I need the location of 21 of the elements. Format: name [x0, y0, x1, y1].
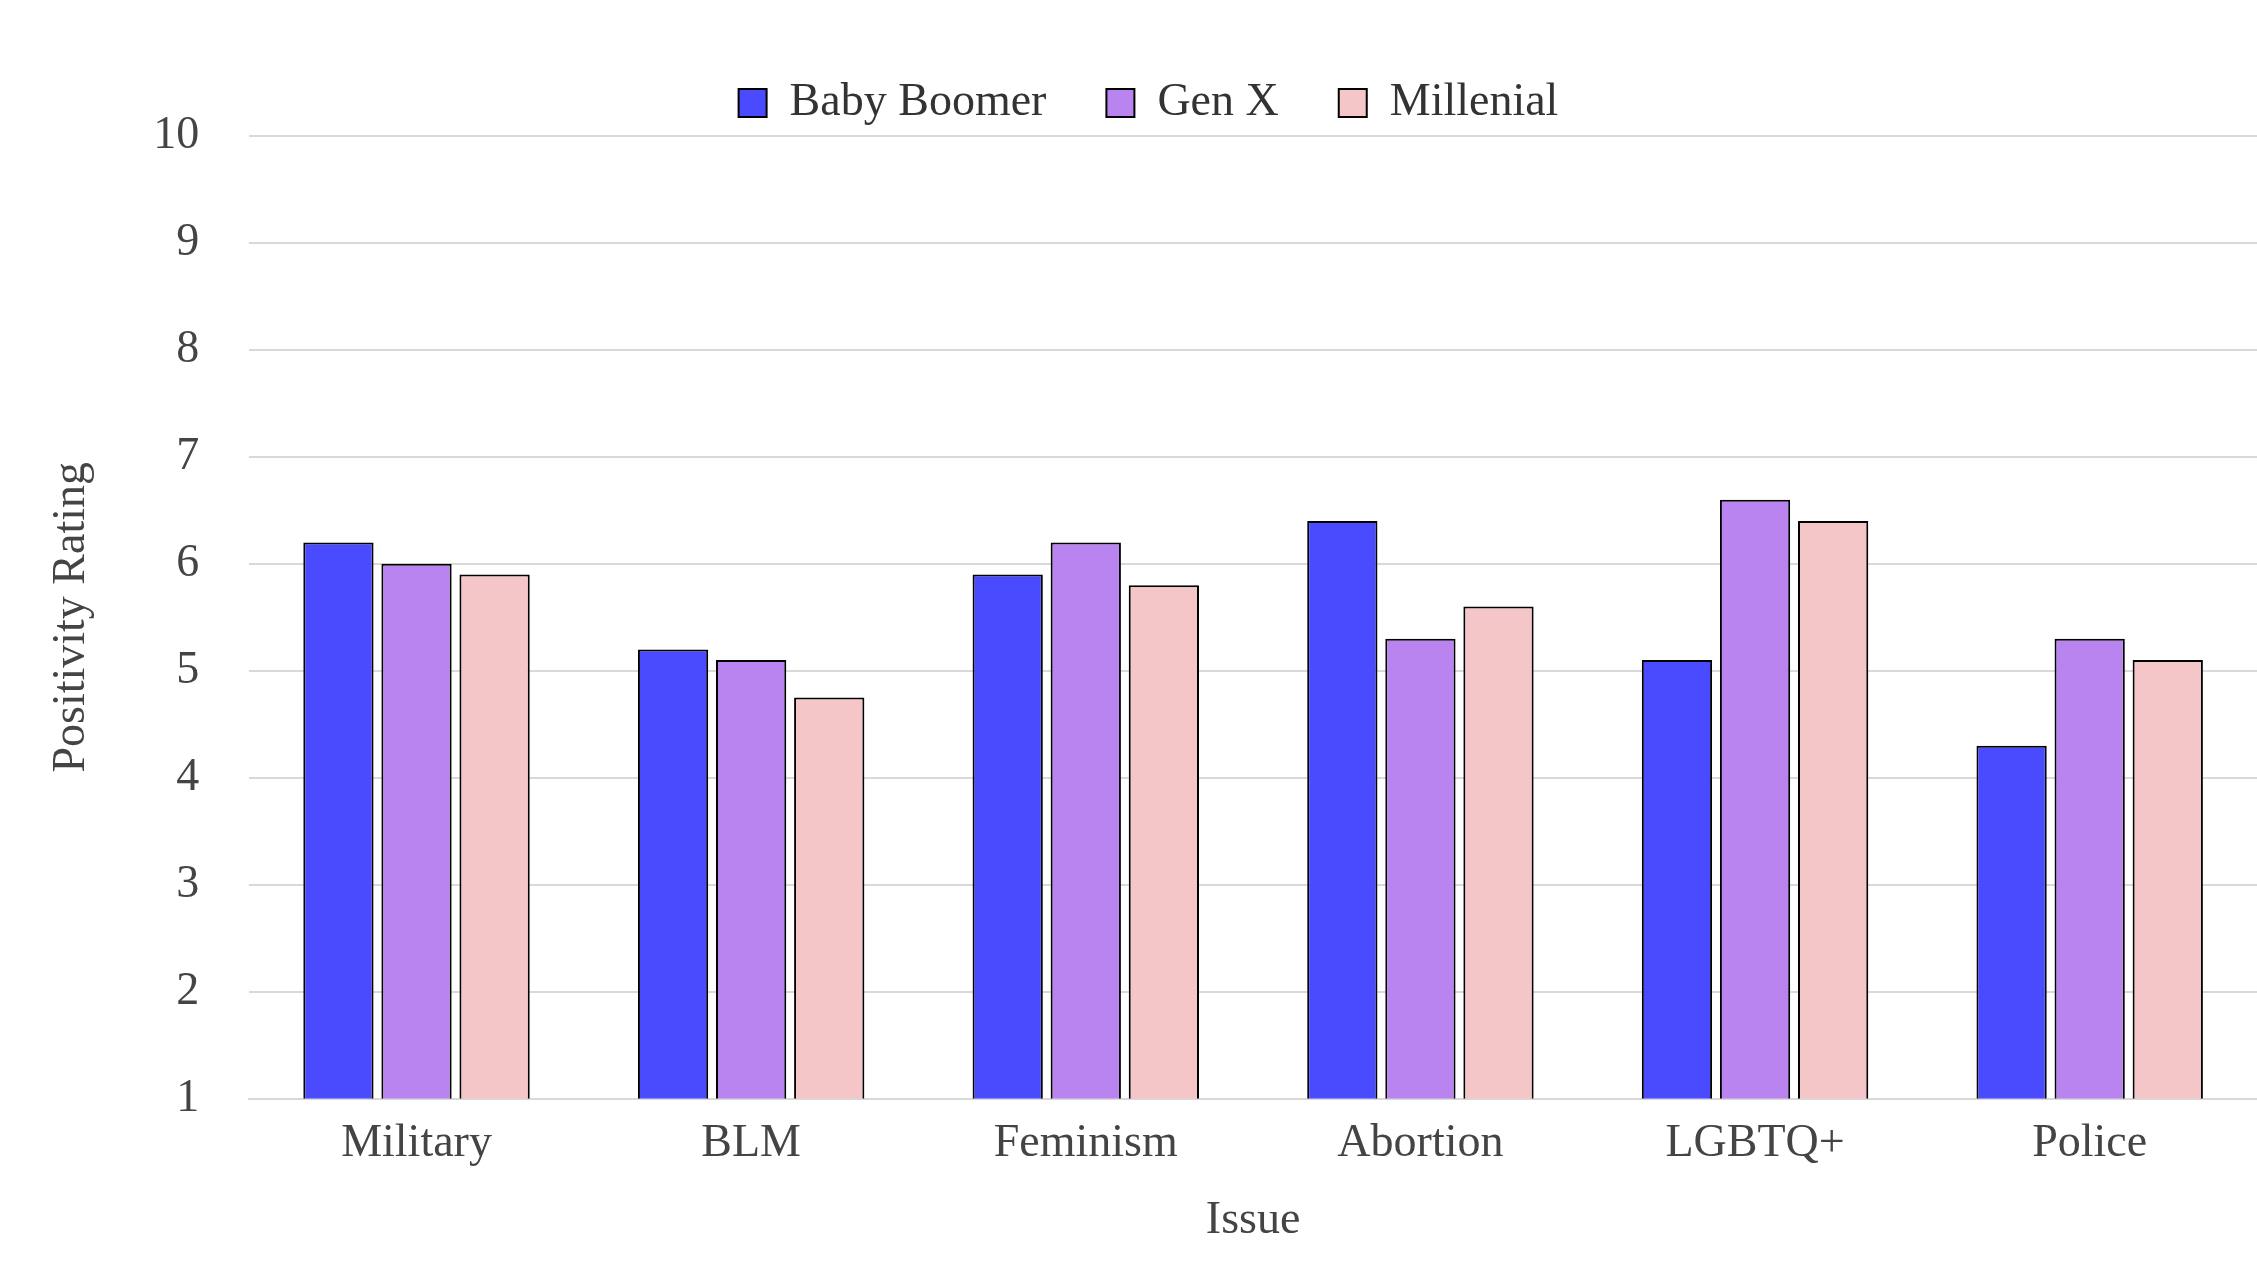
y-axis-title: Positivity Rating: [42, 462, 94, 773]
x-tick-label: Abortion: [1337, 1115, 1504, 1167]
y-tick-label: 9: [176, 214, 200, 266]
x-axis-title: Issue: [1205, 1192, 1301, 1244]
y-tick-label: 1: [176, 1069, 200, 1121]
y-tick-label: 6: [176, 534, 200, 586]
y-tick-label: 5: [176, 641, 200, 693]
legend-label: Baby Boomer: [789, 74, 1047, 126]
y-tick-label: 8: [176, 320, 200, 372]
y-tick-label: 10: [153, 107, 200, 159]
x-tick-label: LGBTQ+: [1665, 1115, 1845, 1167]
y-tick-label: 7: [176, 427, 200, 479]
x-tick-label: Police: [2032, 1115, 2148, 1167]
y-tick-label: 2: [176, 962, 200, 1014]
y-tick-label: 4: [176, 748, 200, 800]
x-tick-label: BLM: [701, 1115, 801, 1167]
x-tick-label: Feminism: [993, 1115, 1179, 1167]
x-tick-label: Military: [341, 1115, 492, 1167]
legend-label: Millenial: [1389, 74, 1559, 126]
y-tick-label: 3: [176, 855, 200, 907]
legend-label: Gen X: [1157, 74, 1279, 126]
